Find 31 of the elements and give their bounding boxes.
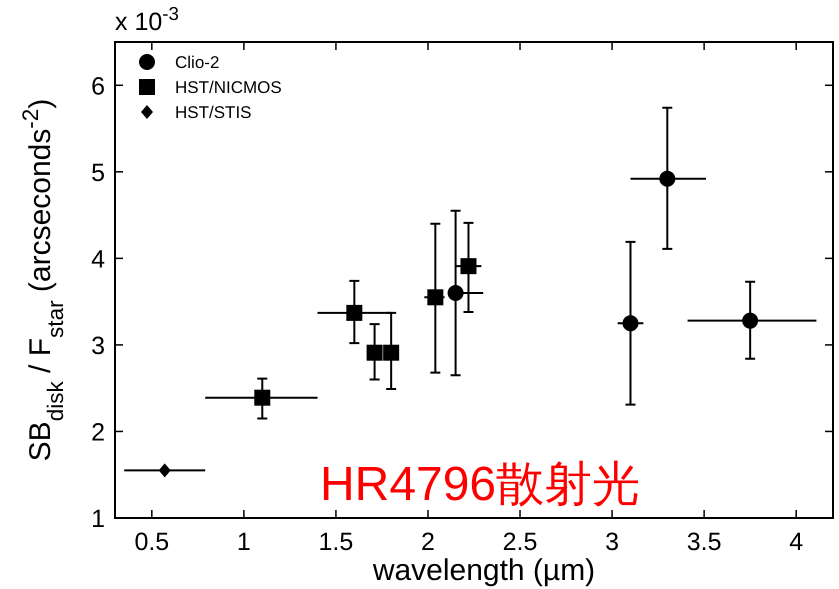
x-tick-label: 3	[605, 528, 620, 556]
x-tick-label: 4	[789, 528, 804, 556]
point	[448, 284, 464, 301]
point	[622, 315, 638, 332]
legend-label: HST/NICMOS	[175, 78, 282, 97]
text: x 10$^{-3}$	[115, 2, 179, 36]
x-tick-label: 2.5	[502, 528, 538, 556]
x-tick-label: 1	[236, 528, 251, 556]
y-tick-label: 1	[91, 505, 105, 533]
point	[254, 390, 270, 406]
point	[383, 344, 400, 361]
x-tick-label: 0.5	[134, 528, 170, 556]
y-tick-label: 3	[91, 332, 105, 360]
x-tick-label: 3.5	[686, 528, 722, 556]
point	[659, 170, 676, 187]
y-tick-label: 4	[91, 245, 106, 274]
annotation: HR4796散射光	[320, 458, 640, 511]
point	[427, 289, 444, 306]
y-tick-label: 6	[91, 72, 105, 100]
point	[742, 312, 758, 329]
y-tick-label: 2	[91, 418, 105, 446]
point	[346, 304, 362, 321]
x-tick-label: 2	[421, 528, 435, 556]
legend-label: HST/STIS	[175, 103, 252, 122]
x-tick-label: 1.5	[318, 528, 354, 556]
point	[366, 344, 383, 361]
legend-label: Clio-2	[175, 53, 220, 72]
point	[460, 258, 476, 274]
point	[158, 463, 171, 478]
x-axis-title: wavelength (µm)	[372, 554, 596, 587]
y-tick-label: 5	[91, 158, 105, 187]
